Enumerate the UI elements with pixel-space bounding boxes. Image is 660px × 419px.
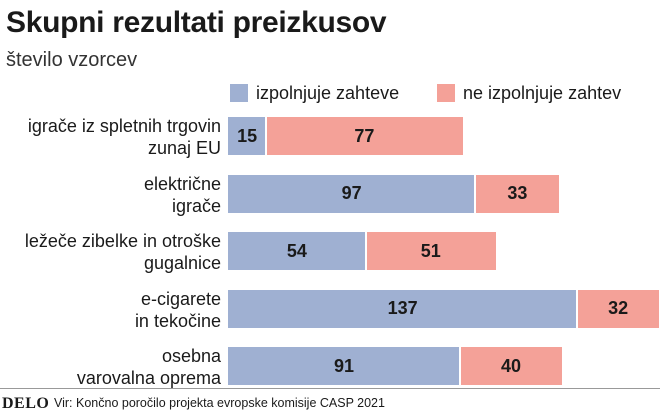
bar-value-label: 137	[387, 298, 418, 318]
segment-separator	[364, 232, 367, 270]
bar-fail: 51	[365, 232, 496, 270]
category-label-line: varovalna oprema	[76, 368, 221, 388]
segment-separator	[265, 117, 268, 155]
bar-value-label: 15	[237, 125, 258, 146]
bar-value-label: 40	[501, 355, 522, 376]
bar-fail: 32	[577, 289, 659, 328]
category-label-line: zunaj EU	[147, 138, 221, 158]
category-label: ležeče zibelke in otroške gugalnice	[25, 230, 221, 274]
chart-subtitle: število vzorcev	[6, 49, 138, 71]
legend-label-pass: izpolnjuje zahteve	[256, 83, 400, 103]
bar-pass: 91	[228, 347, 461, 385]
legend-label-fail: ne izpolnjuje zahtev	[463, 83, 622, 103]
category-label: e-cigarete in tekočine	[135, 288, 221, 332]
segment-separator	[459, 347, 462, 385]
category-label-line: osebna	[161, 346, 221, 366]
bar-value-label: 91	[334, 355, 355, 376]
bar-value-label: 77	[354, 125, 375, 146]
bar-pass: 15	[228, 117, 267, 155]
footer: DELO Vir: Končno poročilo projekta evrop…	[0, 388, 660, 419]
category-label-line: električne	[143, 173, 221, 194]
category-label: osebna varovalna oprema	[77, 345, 221, 389]
delo-logo: DELO	[2, 395, 50, 412]
legend-swatch-fail	[437, 84, 455, 102]
bar-value-label: 32	[608, 298, 629, 318]
bar-pass: 97	[228, 174, 476, 213]
category-label-line: in tekočine	[134, 310, 221, 331]
bar-value-label: 33	[507, 183, 528, 203]
category-label-line: e-cigarete	[140, 288, 221, 309]
category-label-line: ležeče zibelke in otroške	[24, 231, 221, 251]
bar-fail: 77	[266, 117, 463, 155]
legend-swatch-pass	[230, 84, 248, 102]
bar-value-label: 51	[420, 240, 441, 261]
bar-fail: 33	[475, 174, 560, 213]
bar-pass: 54	[228, 232, 366, 270]
segment-separator	[474, 174, 477, 213]
category-label-line: igrače	[171, 195, 221, 216]
category-label-line: gugalnice	[143, 253, 221, 273]
bar-value-label: 54	[286, 240, 307, 261]
bar-fail: 40	[460, 347, 563, 385]
chart-title: Skupni rezultati preizkusov	[6, 6, 387, 39]
bar-value-label: 97	[341, 183, 362, 203]
bar-pass: 137	[228, 289, 578, 328]
category-label: električne igrače	[144, 173, 221, 217]
category-label: igrače iz spletnih trgovin zunaj EU	[28, 115, 221, 159]
segment-separator	[576, 289, 579, 328]
source-note: Vir: Končno poročilo projekta evropske k…	[54, 396, 385, 410]
category-label-line: igrače iz spletnih trgovin	[27, 116, 221, 136]
